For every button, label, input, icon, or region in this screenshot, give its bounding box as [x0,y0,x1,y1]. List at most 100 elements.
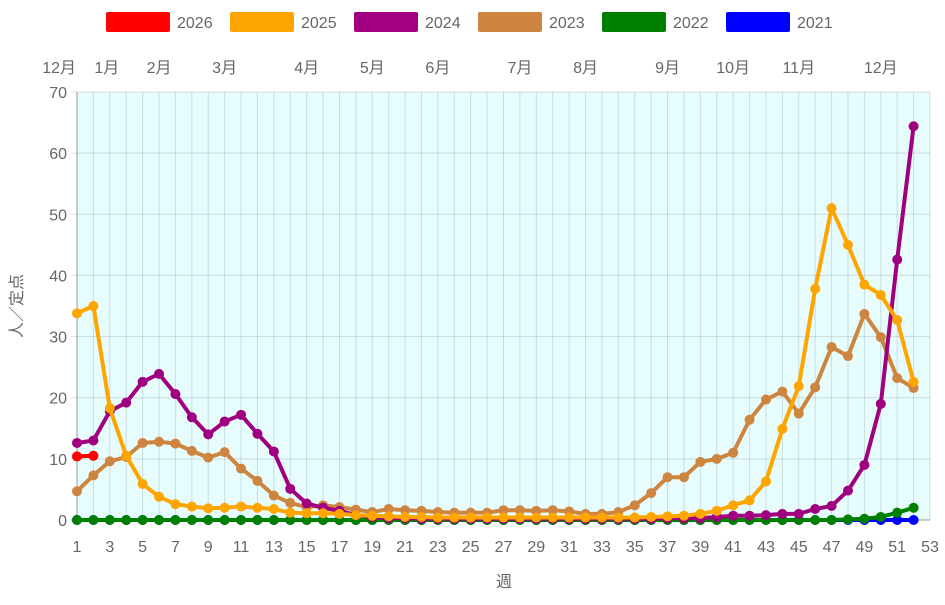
data-point[interactable] [203,429,214,440]
data-point[interactable] [170,389,181,400]
data-point[interactable] [268,503,279,514]
data-point[interactable] [482,512,493,523]
data-point[interactable] [154,491,165,502]
data-point[interactable] [203,503,214,514]
data-point[interactable] [728,510,739,521]
data-point[interactable] [810,283,821,294]
data-point[interactable] [104,403,115,414]
data-point[interactable] [121,515,132,525]
data-point[interactable] [678,510,689,521]
data-point[interactable] [892,373,903,384]
legend-item-2022[interactable]: 2022 [602,12,709,32]
data-point[interactable] [252,475,263,486]
data-point[interactable] [777,423,788,434]
legend-item-2021[interactable]: 2021 [726,12,833,32]
data-point[interactable] [908,515,919,525]
data-point[interactable] [104,515,115,525]
data-point[interactable] [728,500,739,511]
data-point[interactable] [432,512,443,523]
data-point[interactable] [252,502,263,513]
data-point[interactable] [793,408,804,419]
data-point[interactable] [760,510,771,521]
data-point[interactable] [826,203,837,214]
data-point[interactable] [793,508,804,519]
data-point[interactable] [842,239,853,250]
data-point[interactable] [859,308,870,319]
data-point[interactable] [613,512,624,523]
data-point[interactable] [711,453,722,464]
data-point[interactable] [547,512,558,523]
data-point[interactable] [695,508,706,519]
data-point[interactable] [744,510,755,521]
data-point[interactable] [367,510,378,521]
data-point[interactable] [186,445,197,456]
data-point[interactable] [219,447,230,458]
data-point[interactable] [564,512,575,523]
data-point[interactable] [465,512,476,523]
data-point[interactable] [268,490,279,501]
data-point[interactable] [629,500,640,511]
data-point[interactable] [842,514,853,525]
data-point[interactable] [318,508,329,519]
data-point[interactable] [695,456,706,467]
legend-item-2023[interactable]: 2023 [478,12,585,32]
data-point[interactable] [72,308,82,319]
data-point[interactable] [236,501,247,512]
data-point[interactable] [383,503,394,514]
data-point[interactable] [760,476,771,487]
data-point[interactable] [186,412,197,423]
data-point[interactable] [400,511,411,522]
data-point[interactable] [678,472,689,483]
data-point[interactable] [892,515,903,525]
data-point[interactable] [72,451,82,462]
data-point[interactable] [285,507,296,518]
legend-item-2024[interactable]: 2024 [354,12,461,32]
data-point[interactable] [875,511,886,522]
data-point[interactable] [301,508,312,519]
data-point[interactable] [170,515,181,525]
data-point[interactable] [646,511,657,522]
data-point[interactable] [350,510,361,521]
data-point[interactable] [908,376,919,387]
data-point[interactable] [88,435,99,446]
data-point[interactable] [810,503,821,514]
data-point[interactable] [908,502,919,513]
data-point[interactable] [711,505,722,516]
data-point[interactable] [416,511,427,522]
data-point[interactable] [236,409,247,420]
data-point[interactable] [662,511,673,522]
data-point[interactable] [629,512,640,523]
data-point[interactable] [268,446,279,457]
data-point[interactable] [449,512,460,523]
data-point[interactable] [875,289,886,300]
data-point[interactable] [137,478,148,489]
data-point[interactable] [137,376,148,387]
legend-item-2025[interactable]: 2025 [230,12,337,32]
data-point[interactable] [826,515,837,525]
data-point[interactable] [104,456,115,467]
data-point[interactable] [301,498,312,509]
data-point[interactable] [72,437,82,448]
data-point[interactable] [334,508,345,519]
data-point[interactable] [744,495,755,506]
data-point[interactable] [531,512,542,523]
data-point[interactable] [580,512,591,523]
data-point[interactable] [728,447,739,458]
data-point[interactable] [514,505,525,516]
data-point[interactable] [875,332,886,343]
data-point[interactable] [236,515,247,525]
data-point[interactable] [268,515,279,525]
data-point[interactable] [186,501,197,512]
data-point[interactable] [252,428,263,439]
data-point[interactable] [892,315,903,326]
data-point[interactable] [547,505,558,516]
data-point[interactable] [252,515,263,525]
data-point[interactable] [88,470,99,481]
data-point[interactable] [859,513,870,524]
data-point[interactable] [88,450,99,461]
data-point[interactable] [826,341,837,352]
data-point[interactable] [88,515,99,525]
data-point[interactable] [793,381,804,392]
data-point[interactable] [859,279,870,290]
data-point[interactable] [219,515,230,525]
